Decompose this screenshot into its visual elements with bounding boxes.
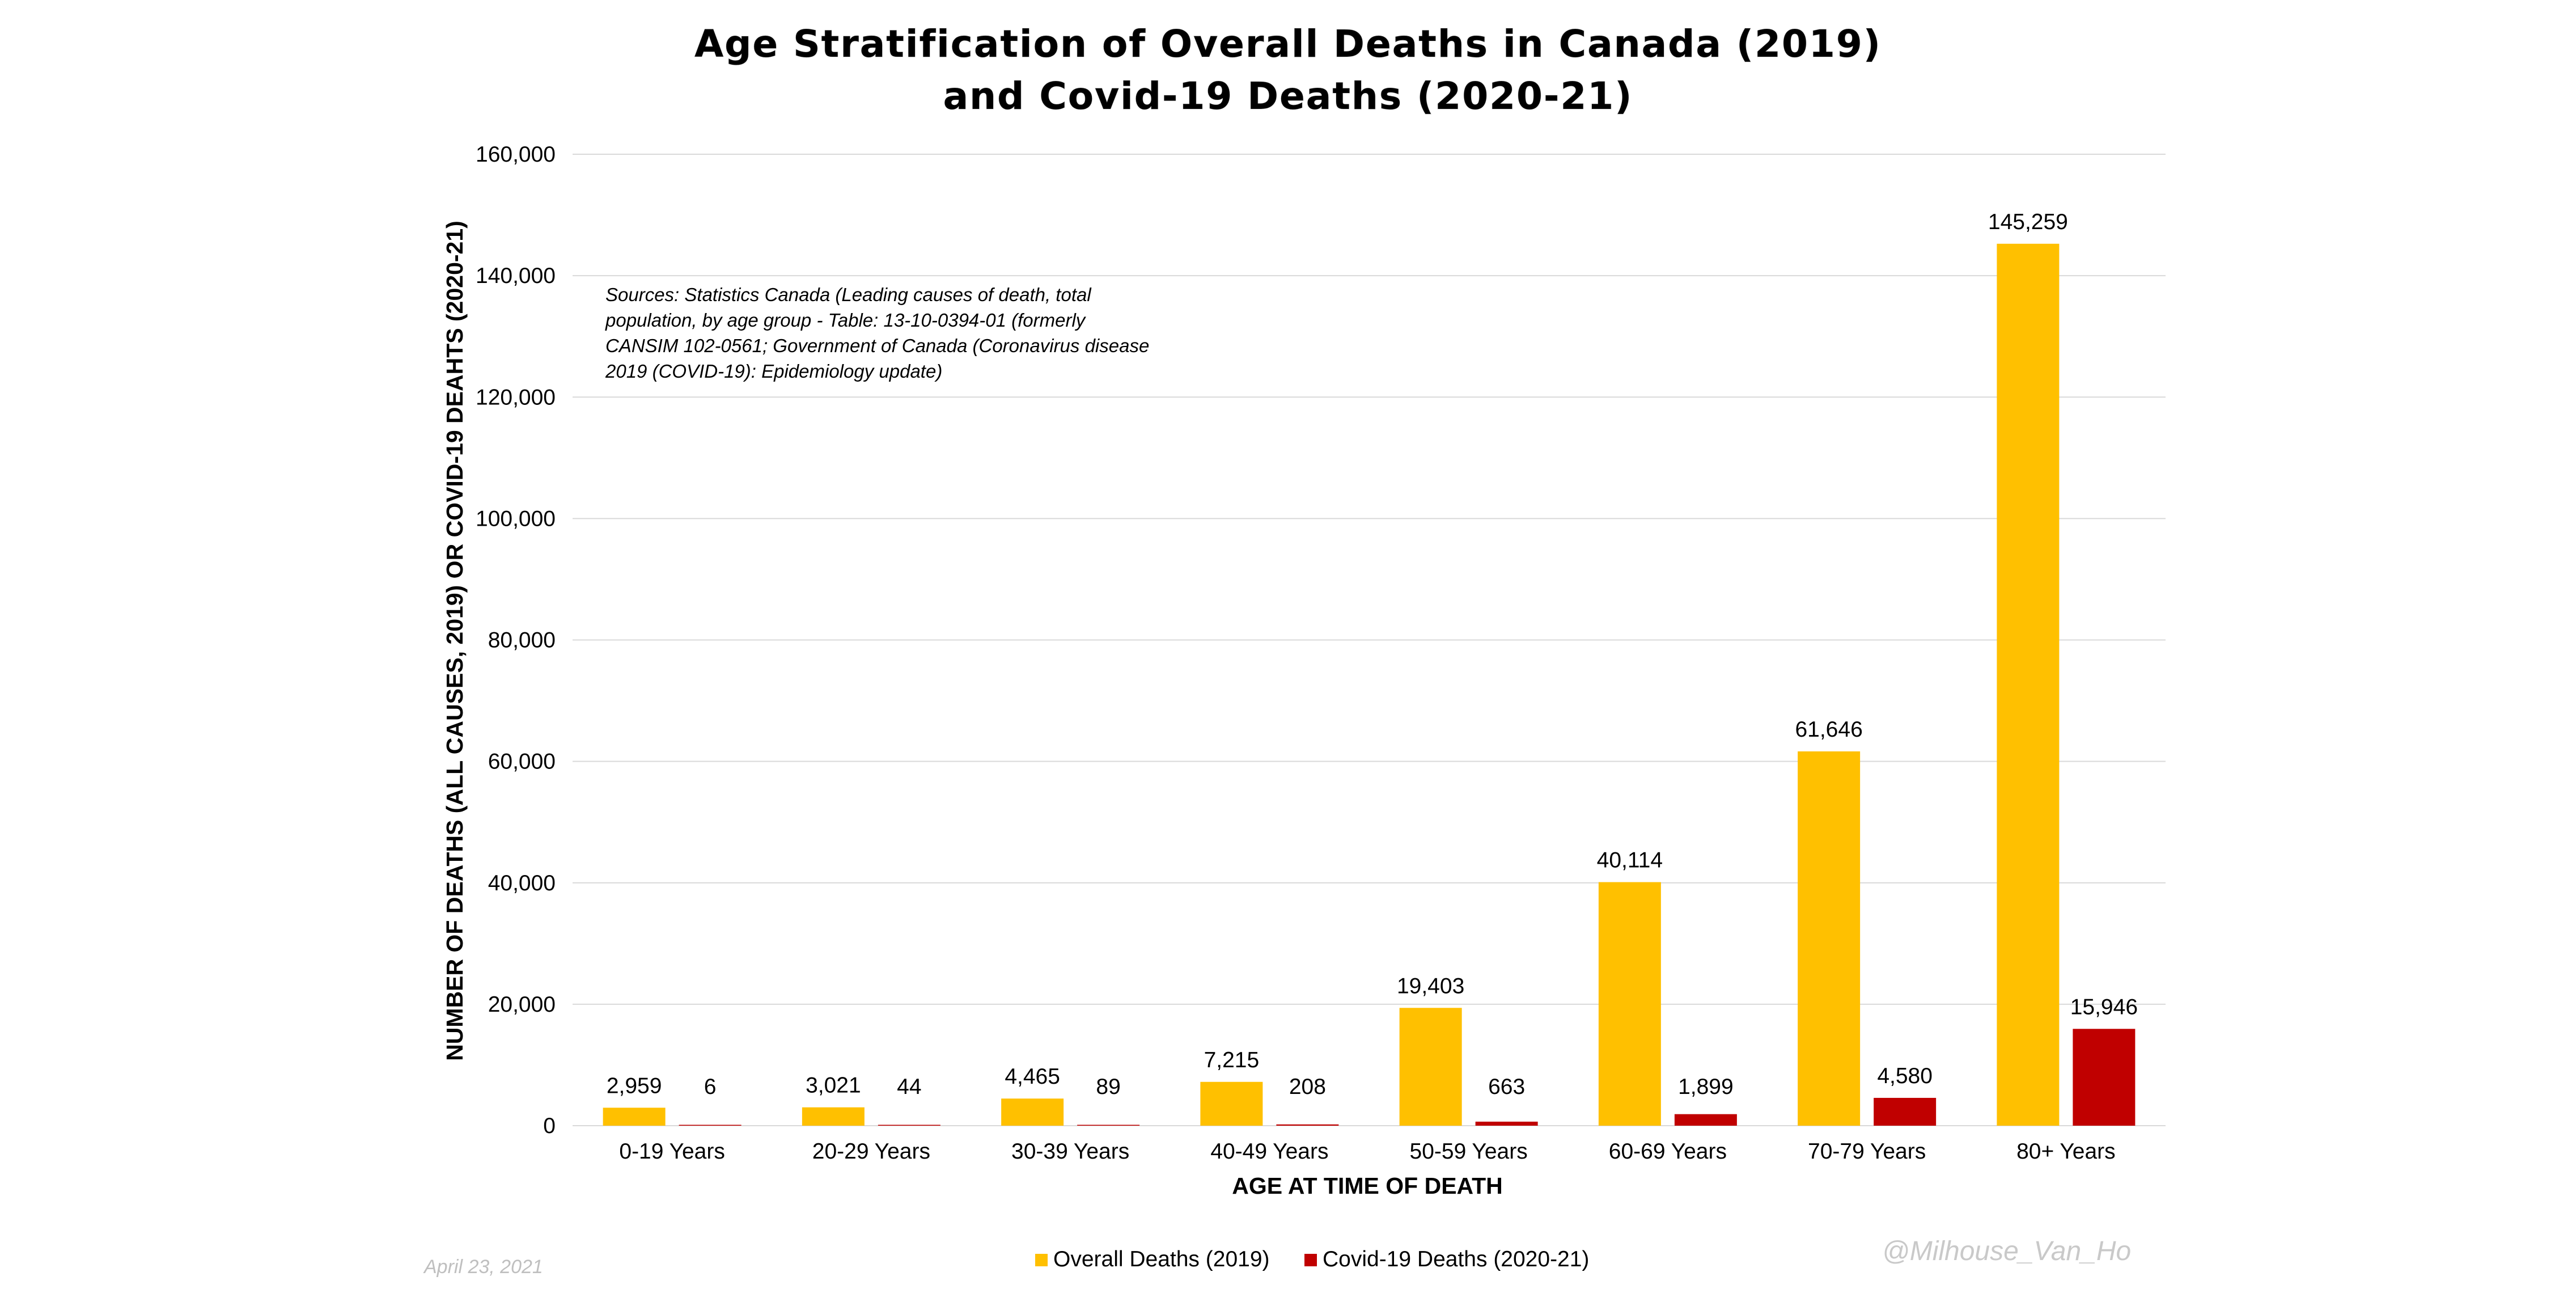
data-label: 61,646	[1795, 717, 1862, 742]
bar-overall-deaths	[603, 1108, 666, 1126]
bar-covid-deaths	[1674, 1114, 1737, 1126]
data-label: 1,899	[1678, 1075, 1734, 1099]
bar-overall-deaths	[1798, 751, 1861, 1126]
data-label: 2,959	[607, 1074, 662, 1098]
bar-covid-deaths	[2073, 1029, 2136, 1126]
annotation-line-4: 2019 (COVID-19): Epidemiology update)	[605, 361, 942, 382]
x-tick-label: 60-69 Years	[1609, 1139, 1727, 1164]
chart-title-line-2: and Covid-19 Deaths (2020-21)	[943, 74, 1633, 118]
data-label: 6	[704, 1075, 717, 1099]
y-tick-label: 140,000	[476, 264, 556, 288]
data-label: 208	[1289, 1075, 1326, 1099]
y-tick-label: 120,000	[476, 385, 556, 409]
legend: Overall Deaths (2019) Covid-19 Deaths (2…	[1035, 1247, 1589, 1271]
data-label: 40,114	[1597, 848, 1663, 873]
annotation-line-3: CANSIM 102-0561; Government of Canada (C…	[605, 335, 1149, 356]
data-label: 89	[1096, 1075, 1120, 1099]
chart-title-line-1: Age Stratification of Overall Deaths in …	[694, 22, 1882, 66]
bar-overall-deaths	[1399, 1008, 1462, 1126]
watermark-handle: @Milhouse_Van_Ho	[1882, 1236, 2131, 1266]
data-label: 15,946	[2070, 995, 2138, 1019]
y-axis-title: NUMBER OF DEATHS (ALL CAUSES, 2019) OR C…	[442, 221, 468, 1061]
x-tick-label: 0-19 Years	[619, 1139, 725, 1164]
data-label: 19,403	[1397, 974, 1464, 998]
data-label: 3,021	[806, 1074, 861, 1098]
x-tick-label: 30-39 Years	[1011, 1139, 1129, 1164]
x-axis-categories: 0-19 Years 20-29 Years 30-39 Years 40-49 Ye…	[619, 1139, 2115, 1164]
footer-date: April 23, 2021	[423, 1256, 543, 1278]
x-tick-label: 40-49 Years	[1210, 1139, 1328, 1164]
bar-overall-deaths	[1001, 1098, 1064, 1126]
gridlines	[573, 154, 2166, 1126]
sources-annotation: Sources: Statistics Canada (Leading caus…	[605, 284, 1149, 382]
bar-overall-deaths	[1200, 1081, 1263, 1126]
y-tick-label: 20,000	[488, 992, 556, 1017]
x-tick-label: 80+ Years	[2016, 1139, 2116, 1164]
data-label: 663	[1488, 1075, 1525, 1099]
bar-covid-deaths	[1475, 1121, 1538, 1126]
data-labels: 2,959 6 3,021 44 4,465 89 7,215 208 19,403 663 40,…	[607, 210, 2138, 1099]
y-tick-label: 160,000	[476, 142, 556, 167]
bar-overall-deaths	[1598, 882, 1661, 1126]
annotation-line-1: Sources: Statistics Canada (Leading caus…	[605, 284, 1092, 305]
x-tick-label: 20-29 Years	[812, 1139, 930, 1164]
legend-label-covid: Covid-19 Deaths (2020-21)	[1323, 1247, 1589, 1271]
bar-overall-deaths	[802, 1107, 865, 1126]
data-label: 4,465	[1005, 1064, 1060, 1089]
bar-covid-deaths	[878, 1125, 940, 1126]
x-tick-label: 50-59 Years	[1410, 1139, 1528, 1164]
bars	[603, 243, 2136, 1126]
bar-covid-deaths	[679, 1125, 742, 1126]
bar-covid-deaths	[1874, 1097, 1937, 1126]
x-tick-label: 70-79 Years	[1808, 1139, 1926, 1164]
legend-swatch-overall	[1035, 1254, 1048, 1266]
y-tick-label: 80,000	[488, 628, 556, 653]
y-tick-label: 40,000	[488, 871, 556, 895]
y-tick-label: 100,000	[476, 506, 556, 531]
x-axis-title: AGE AT TIME OF DEATH	[1232, 1173, 1503, 1199]
bar-overall-deaths	[1997, 243, 2060, 1126]
y-axis-ticks: 0 20,000 40,000 60,000 80,000 100,000 120,000 1…	[476, 142, 556, 1138]
y-tick-label: 0	[543, 1114, 556, 1138]
bar-covid-deaths	[1276, 1124, 1339, 1126]
legend-swatch-covid	[1304, 1254, 1317, 1266]
legend-label-overall: Overall Deaths (2019)	[1053, 1247, 1270, 1271]
bar-covid-deaths	[1077, 1125, 1140, 1126]
data-label: 7,215	[1204, 1048, 1260, 1072]
y-tick-label: 60,000	[488, 750, 556, 774]
data-label: 4,580	[1877, 1064, 1933, 1088]
data-label: 44	[897, 1075, 921, 1099]
annotation-line-2: population, by age group - Table: 13-10-…	[605, 310, 1087, 331]
data-label: 145,259	[1988, 210, 2068, 234]
